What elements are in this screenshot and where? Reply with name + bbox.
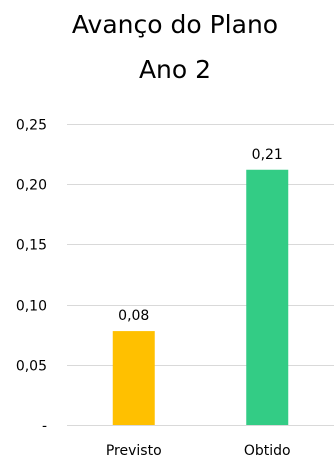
data-label: 0,21: [252, 147, 283, 163]
category-label: Previsto: [106, 443, 162, 459]
chart-title-line-2: Ano 2: [139, 55, 211, 84]
y-tick-label: 0,20: [16, 178, 47, 194]
y-tick-label: 0,10: [16, 299, 47, 315]
chart-title-line-1: Avanço do Plano: [72, 10, 278, 39]
y-axis-tick-labels: - 0,05 0,10 0,15 0,20 0,25: [16, 118, 47, 435]
chart-title: Avanço do Plano Ano 2: [72, 10, 278, 84]
data-labels: 0,08 0,21: [118, 147, 283, 324]
bar: [112, 331, 155, 425]
y-tick-label: 0,05: [16, 359, 47, 375]
y-tick-label: 0,15: [16, 238, 47, 254]
category-label: Obtido: [244, 443, 291, 459]
y-tick-label: -: [42, 419, 47, 435]
gridlines: [67, 124, 334, 426]
bars: [112, 169, 289, 425]
data-label: 0,08: [118, 308, 149, 324]
bar: [246, 169, 289, 425]
y-tick-label: 0,25: [16, 118, 47, 134]
x-axis-category-labels: Previsto Obtido: [106, 443, 291, 459]
